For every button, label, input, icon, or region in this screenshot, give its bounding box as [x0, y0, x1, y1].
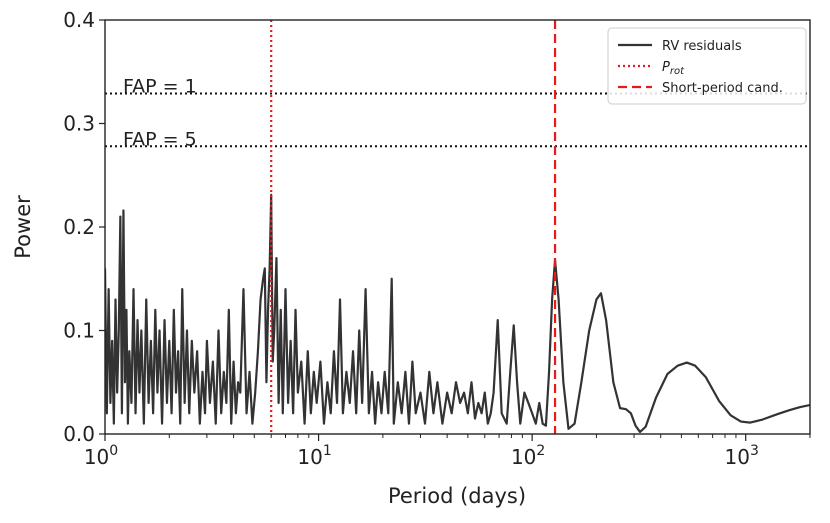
y-tick-label: 0.2	[63, 215, 95, 239]
fap-label: FAP = 1	[123, 75, 197, 97]
x-axis-label: Period (days)	[388, 484, 526, 508]
y-tick-label: 0.0	[63, 422, 95, 446]
y-tick-label: 0.1	[63, 319, 95, 343]
legend-box	[607, 27, 807, 105]
y-tick-label: 0.4	[63, 8, 95, 32]
legend-label: Short-period cand.	[662, 81, 783, 96]
y-axis-label: Power	[11, 195, 35, 259]
legend-label: Prot	[662, 60, 685, 77]
legend: RV residuals Prot Short-period cand.	[607, 27, 807, 105]
legend-label: RV residuals	[662, 39, 742, 54]
x-tick-label: 103	[725, 443, 759, 469]
x-tick-label: 100	[84, 443, 118, 469]
x-tick-label: 102	[511, 443, 545, 469]
x-tick-label: 101	[297, 443, 331, 469]
y-tick-label: 0.3	[63, 112, 95, 136]
series-line-rv-residuals	[105, 193, 810, 434]
fap-label: FAP = 5	[123, 128, 197, 150]
